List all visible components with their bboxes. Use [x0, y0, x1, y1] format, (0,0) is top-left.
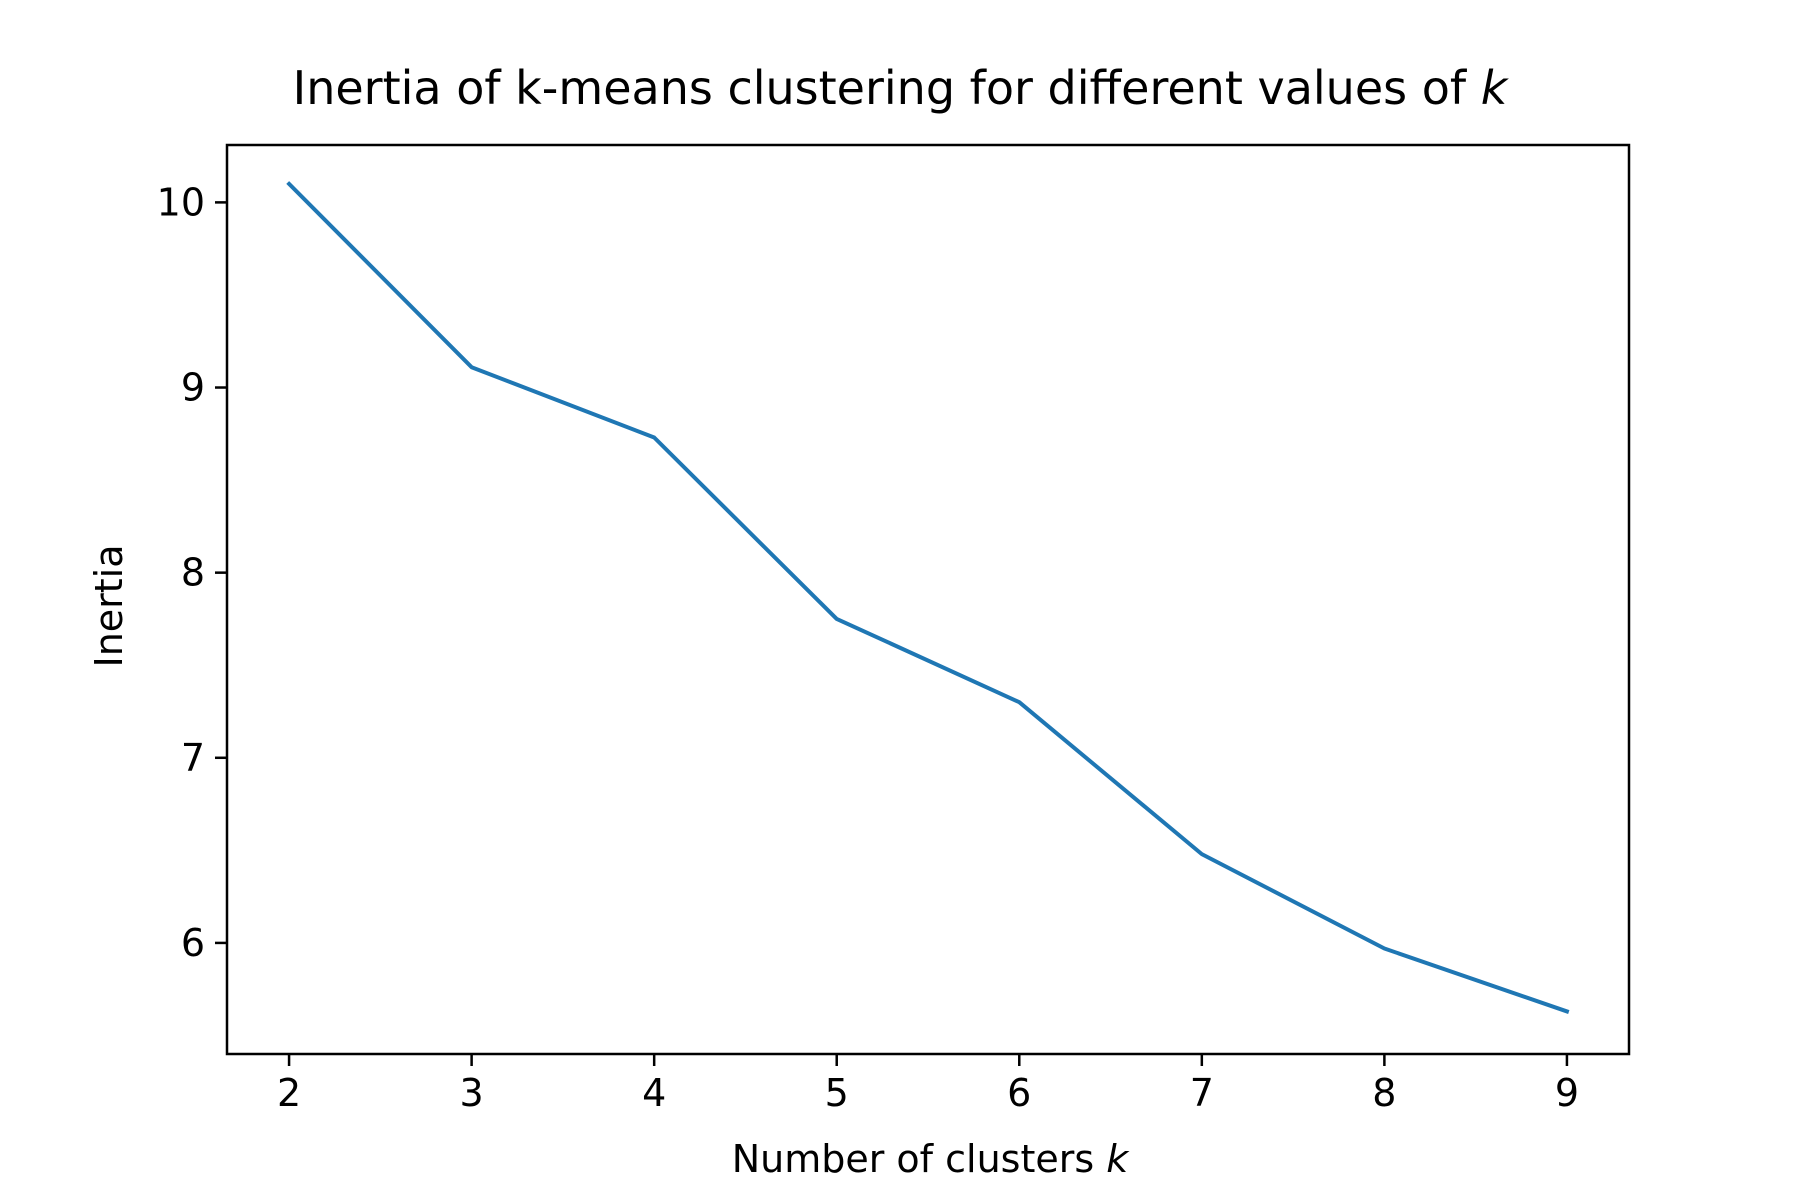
- y-tick-label-4: 10: [157, 180, 205, 224]
- plot-area: 2 3 4 5 6 7 8 9 6 7 8 9 10: [157, 143, 1631, 1115]
- y-axis-label: Inertia: [87, 544, 131, 667]
- x-tick-label-6: 8: [1372, 1071, 1396, 1115]
- x-tick-label-3: 5: [825, 1071, 849, 1115]
- x-tick-label-4: 6: [1007, 1071, 1031, 1115]
- y-tick-label-3: 9: [181, 366, 205, 410]
- series-line-0: [286, 181, 1570, 1014]
- x-tick-label-1: 3: [460, 1071, 484, 1115]
- x-tick-label-2: 4: [642, 1071, 666, 1115]
- chart-title: Inertia of k-means clustering for differ…: [293, 61, 1510, 115]
- x-tick-label-5: 7: [1190, 1071, 1214, 1115]
- x-tick-label-0: 2: [277, 1071, 301, 1115]
- chart-title-variable: k: [1481, 61, 1510, 115]
- x-axis-label-text: Number of clusters: [732, 1137, 1094, 1181]
- plot-frame: [225, 143, 1631, 1056]
- x-axis-label: Number of clusters k: [732, 1137, 1131, 1181]
- chart-title-text: Inertia of k-means clustering for differ…: [293, 61, 1468, 115]
- y-tick-label-1: 7: [181, 736, 205, 780]
- x-tick-label-7: 9: [1555, 1071, 1579, 1115]
- y-tick-label-2: 8: [181, 551, 205, 595]
- x-axis-label-variable: k: [1106, 1137, 1130, 1181]
- y-tick-label-0: 6: [181, 921, 205, 965]
